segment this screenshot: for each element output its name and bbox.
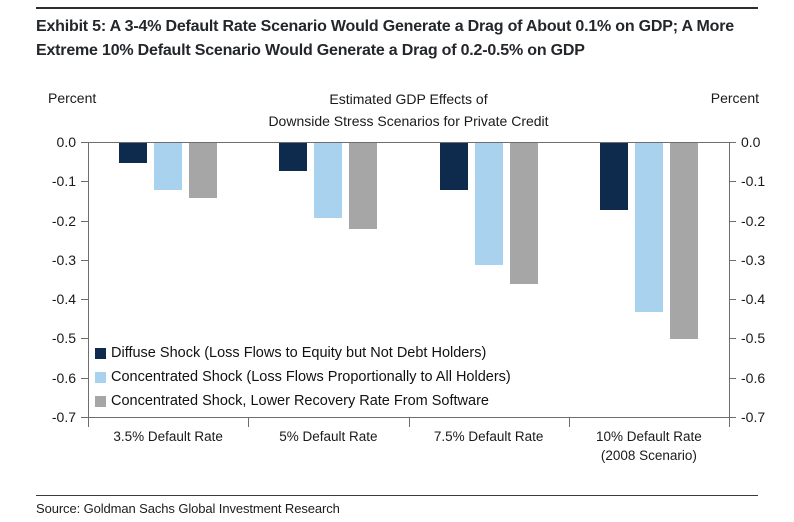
top-rule	[36, 7, 758, 9]
bar-series3-group1	[189, 143, 218, 198]
bar-series1-group1	[119, 143, 148, 163]
legend-label: Diffuse Shock (Loss Flows to Equity but …	[111, 345, 487, 361]
y-tick-right	[729, 299, 736, 301]
y-tick-label-left: -0.2	[51, 212, 76, 229]
y-tick-label-right: -0.1	[741, 173, 766, 190]
x-category-separator	[729, 417, 730, 427]
y-tick-label-left: -0.5	[51, 330, 76, 347]
y-tick-label-right: -0.7	[741, 409, 766, 425]
y-tick-left	[81, 220, 88, 222]
y-tick-label-left: 0.0	[56, 134, 76, 150]
y-tick-label-left: -0.1	[51, 173, 76, 190]
y-tick-left	[81, 377, 88, 379]
y-tick-label-left: -0.3	[51, 251, 76, 268]
y-tick-label-right: -0.5	[741, 330, 766, 347]
bar-series3-group3	[509, 143, 538, 285]
y-tick-right	[729, 259, 736, 261]
y-tick-left	[81, 259, 88, 261]
y-axis-label-right: Percent	[710, 90, 759, 106]
y-tick-right	[729, 338, 736, 340]
chart-title-line2: Downside Stress Scenarios for Private Cr…	[268, 113, 549, 129]
bar-series2-group2	[314, 143, 343, 218]
y-tick-right	[729, 377, 736, 379]
legend-item: Concentrated Shock (Loss Flows Proportio…	[95, 365, 511, 389]
chart-legend: Diffuse Shock (Loss Flows to Equity but …	[95, 341, 511, 413]
bottom-rule	[36, 495, 758, 496]
exhibit-title: Exhibit 5: A 3-4% Default Rate Scenario …	[36, 18, 734, 59]
legend-item: Diffuse Shock (Loss Flows to Equity but …	[95, 341, 511, 365]
bar-series1-group4	[599, 143, 628, 210]
y-tick-right	[729, 417, 736, 418]
x-category-separator	[408, 417, 410, 427]
x-category-separator	[248, 417, 250, 427]
y-tick-left	[81, 142, 88, 143]
y-tick-right	[729, 220, 736, 222]
bar-series2-group4	[634, 143, 663, 312]
y-tick-label-right: 0.0	[741, 134, 761, 150]
legend-label: Concentrated Shock (Loss Flows Proportio…	[111, 369, 511, 385]
bar-series3-group2	[349, 143, 378, 230]
bar-series2-group3	[474, 143, 503, 265]
x-category-separator	[568, 417, 570, 427]
legend-item: Concentrated Shock, Lower Recovery Rate …	[95, 389, 511, 413]
legend-swatch-icon	[95, 371, 106, 383]
y-tick-label-right: -0.4	[741, 291, 766, 308]
x-category-label: 5% Default Rate	[238, 427, 418, 446]
y-tick-left	[81, 338, 88, 340]
bar-series1-group3	[439, 143, 468, 191]
y-axis-label-left: Percent	[48, 90, 97, 106]
zero-line	[88, 142, 729, 143]
legend-label: Concentrated Shock, Lower Recovery Rate …	[111, 393, 489, 409]
x-category-label: 7.5% Default Rate	[399, 427, 579, 446]
x-category-label-line: 7.5% Default Rate	[433, 429, 544, 444]
y-tick-label-left: -0.4	[51, 291, 76, 308]
x-category-label-line: 3.5% Default Rate	[113, 429, 223, 444]
y-tick-label-left: -0.7	[51, 409, 76, 425]
chart-title-line1: Estimated GDP Effects of	[329, 91, 488, 107]
x-category-separator	[88, 417, 89, 427]
x-category-label-line: (2008 Scenario)	[600, 448, 697, 463]
y-tick-label-right: -0.2	[741, 212, 766, 229]
legend-swatch-icon	[95, 347, 106, 359]
x-category-label-line: 10% Default Rate	[595, 429, 702, 444]
source-line: Source: Goldman Sachs Global Investment …	[36, 501, 340, 516]
y-tick-right	[729, 181, 736, 183]
x-category-label: 3.5% Default Rate	[78, 427, 258, 446]
y-tick-label-left: -0.6	[51, 369, 76, 386]
y-tick-right	[729, 142, 736, 143]
y-axis-left-line	[88, 142, 89, 417]
y-tick-label-right: -0.6	[741, 369, 766, 386]
bar-series1-group2	[279, 143, 308, 171]
y-tick-left	[81, 299, 88, 301]
bar-series2-group1	[154, 143, 183, 191]
y-tick-label-right: -0.3	[741, 251, 766, 268]
y-axis-right-line	[729, 142, 730, 417]
x-category-label: 10% Default Rate (2008 Scenario)	[559, 427, 739, 465]
y-tick-left	[81, 417, 88, 418]
x-category-label-line: 5% Default Rate	[279, 429, 378, 444]
bar-series3-group4	[669, 143, 698, 340]
y-tick-left	[81, 181, 88, 183]
legend-swatch-icon	[95, 395, 106, 407]
